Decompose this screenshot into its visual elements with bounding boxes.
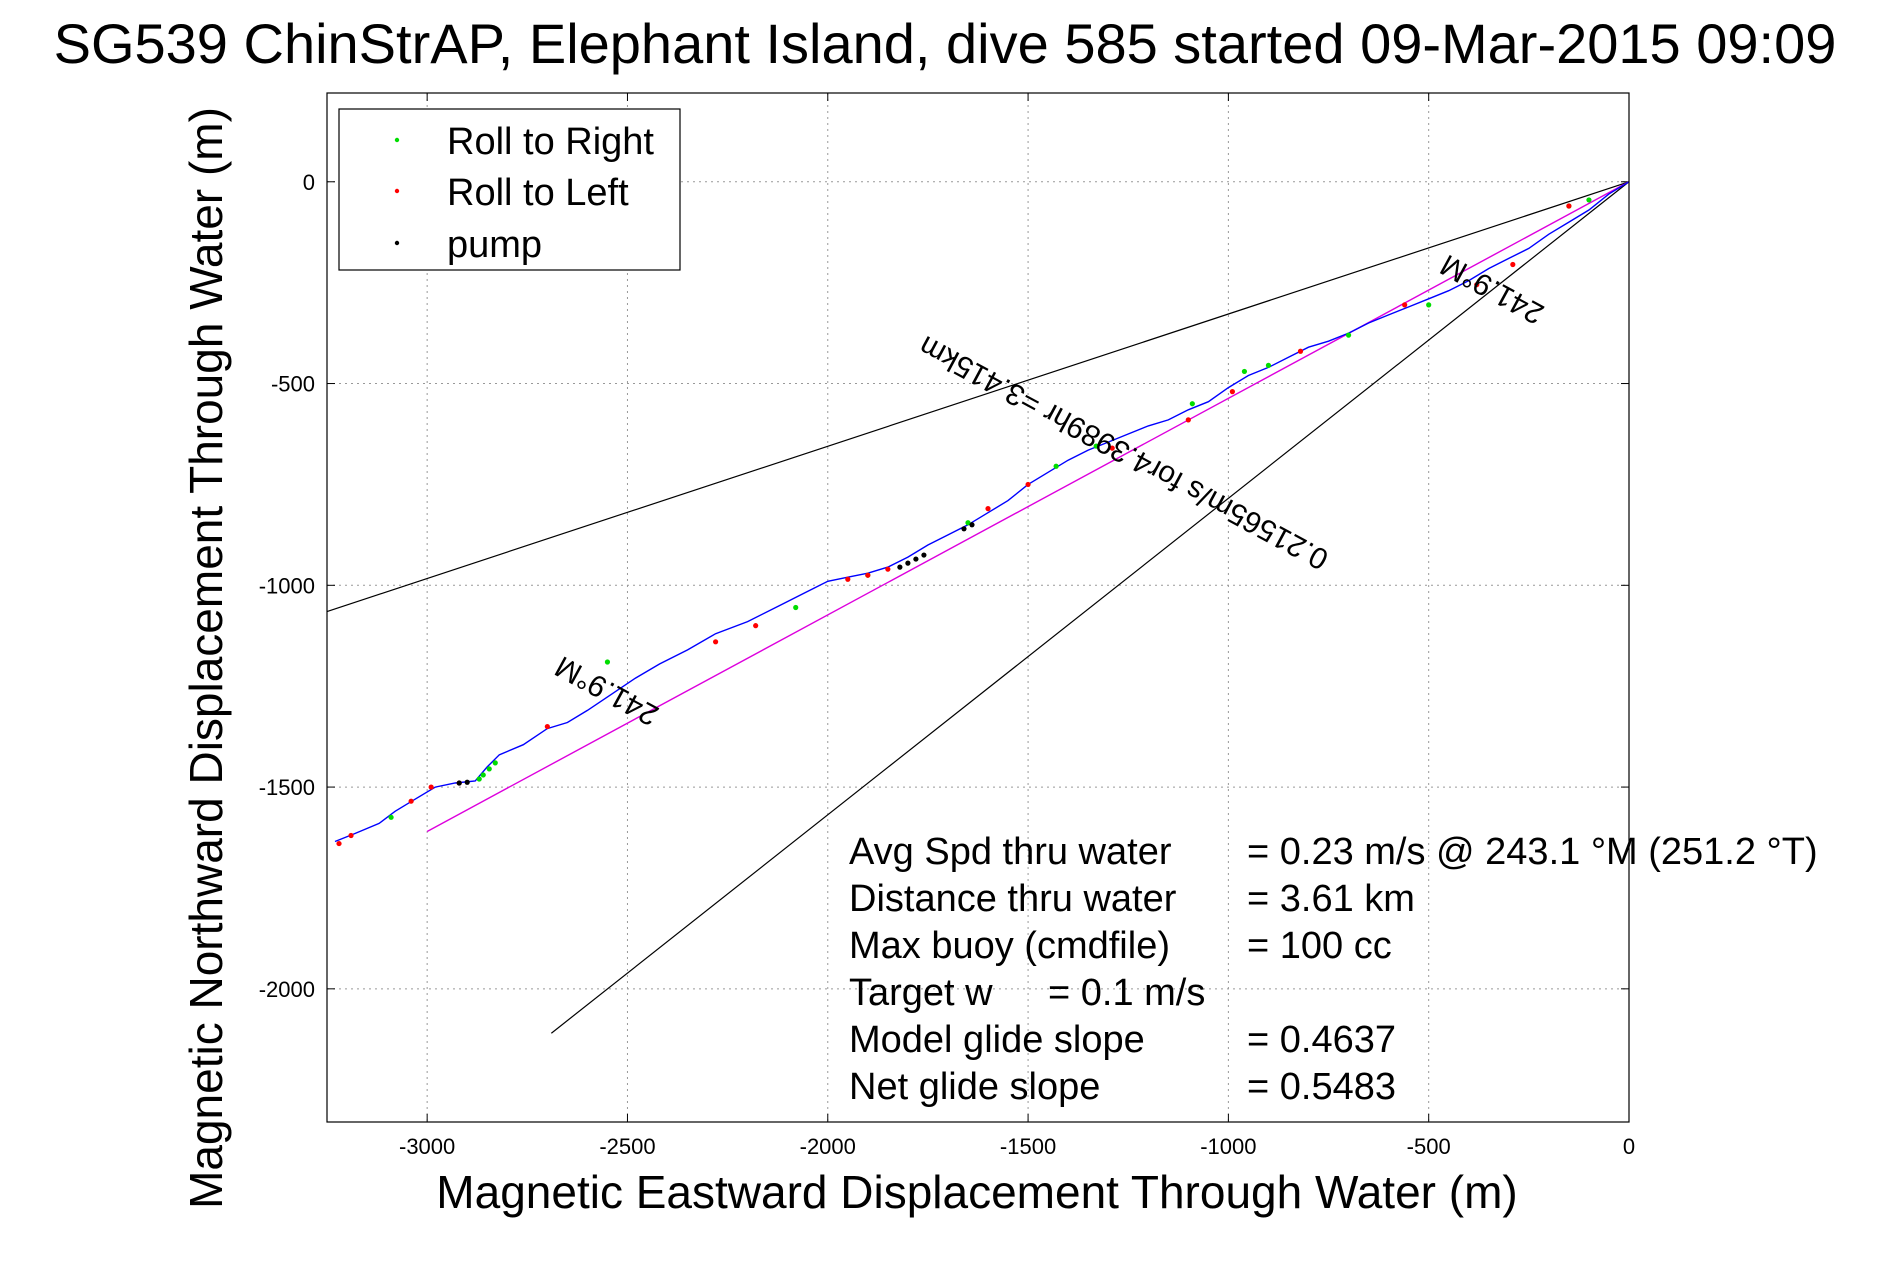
- roll-right-point: [1265, 362, 1272, 368]
- stat-value-distance: = 3.61 km: [1247, 878, 1415, 920]
- x-tick-label: -3000: [399, 1134, 455, 1159]
- roll-left-point: [1510, 261, 1516, 268]
- stat-value-max-buoy: = 100 cc: [1247, 925, 1392, 967]
- roll-right-point: [604, 659, 611, 665]
- stat-label-model-glide: Model glide slope: [849, 1019, 1145, 1061]
- pump-point: [969, 522, 975, 528]
- stat-label-avg-speed: Avg Spd thru water: [849, 831, 1172, 873]
- legend: Roll to Right Roll to Left pump: [338, 108, 681, 271]
- roll-left-point: [1566, 203, 1572, 209]
- x-axis-label: Magnetic Eastward Displacement Through W…: [436, 1166, 1517, 1218]
- stat-value-avg-speed: = 0.23 m/s @ 243.1 °M (251.2 °T): [1247, 831, 1818, 873]
- roll-right-point: [486, 766, 492, 772]
- pump-point: [456, 780, 462, 786]
- roll-left-point: [865, 572, 871, 578]
- stat-value-target-w: = 0.1 m/s: [1048, 972, 1205, 1014]
- pump-point: [464, 779, 470, 785]
- plot-frame: [326, 92, 1630, 1123]
- stat-label-max-buoy: Max buoy (cmdfile): [849, 925, 1170, 967]
- roll-left-point: [408, 798, 414, 804]
- legend-label-roll-left: Roll to Left: [447, 172, 629, 214]
- x-tick-label: -1000: [1200, 1134, 1256, 1159]
- legend-label-roll-right: Roll to Right: [447, 121, 654, 163]
- pump-point: [921, 552, 927, 558]
- x-tick-label: 0: [1623, 1134, 1635, 1159]
- x-tick-label: -500: [1407, 1134, 1451, 1159]
- pump-point: [905, 560, 911, 566]
- envelope-line-2: [550, 181, 1630, 1034]
- roll-left-point: [985, 506, 991, 512]
- roll-right-point: [476, 776, 482, 782]
- roll-right-point: [1189, 401, 1195, 407]
- pump-point: [961, 526, 967, 532]
- stat-label-net-glide: Net glide slope: [849, 1066, 1100, 1108]
- legend-marker-pump: [394, 240, 400, 246]
- series-layer: [326, 181, 1630, 1034]
- legend-marker-roll-right: [394, 137, 400, 143]
- roll-right-point: [793, 604, 799, 611]
- y-tick-label: -2000: [259, 977, 315, 1002]
- roll-left-point: [753, 623, 759, 629]
- legend-marker-roll-left: [394, 188, 400, 194]
- roll-right-point: [388, 814, 394, 820]
- stat-label-target-w: Target w: [849, 972, 993, 1014]
- stat-value-model-glide: = 0.4637: [1247, 1019, 1396, 1061]
- roll-left-point: [712, 639, 719, 645]
- chart-title: SG539 ChinStrAP, Elephant Island, dive 5…: [54, 12, 1837, 75]
- model-glide-line: [426, 181, 1630, 833]
- roll-left-point: [1297, 348, 1304, 354]
- x-tick-label: -1500: [1000, 1134, 1056, 1159]
- pump-point: [913, 556, 919, 562]
- roll-right-point: [480, 772, 486, 778]
- roll-left-point: [845, 576, 851, 582]
- roll-right-point: [1241, 368, 1248, 375]
- pump-point: [897, 564, 903, 570]
- y-tick-label: -1000: [259, 573, 315, 598]
- stats-block: Avg Spd thru water = 0.23 m/s @ 243.1 °M…: [849, 831, 1818, 1108]
- roll-left-point: [348, 832, 354, 839]
- roll-right-point: [1093, 443, 1099, 449]
- legend-label-pump: pump: [447, 224, 542, 266]
- roll-right-point: [1426, 302, 1432, 308]
- y-axis-label: Magnetic Northward Displacement Through …: [180, 107, 232, 1209]
- roll-left-point: [1185, 417, 1191, 423]
- stat-value-net-glide: = 0.5483: [1247, 1066, 1396, 1108]
- envelope-line-1: [326, 181, 1630, 613]
- roll-right-point: [1053, 463, 1059, 469]
- y-tick-label: -500: [271, 372, 315, 397]
- dive-track-line: [334, 181, 1630, 843]
- roll-right-point: [492, 760, 498, 766]
- roll-left-point: [1025, 481, 1031, 488]
- y-tick-label: 0: [303, 170, 315, 195]
- roll-left-point: [1229, 389, 1235, 395]
- x-tick-label: -2500: [599, 1134, 655, 1159]
- roll-left-point: [544, 723, 550, 730]
- stat-label-distance: Distance thru water: [849, 878, 1177, 920]
- roll-left-point: [428, 784, 434, 790]
- roll-left-point: [1402, 302, 1408, 308]
- y-tick-label: -1500: [259, 775, 315, 800]
- roll-left-point: [1474, 282, 1480, 288]
- roll-right-point: [1586, 197, 1592, 203]
- roll-left-point: [885, 566, 891, 572]
- roll-right-point: [1345, 332, 1352, 338]
- x-tick-label: -2000: [800, 1134, 856, 1159]
- y-axis-ticks: 0 -500 -1000 -1500 -2000: [259, 170, 1629, 1002]
- x-axis-ticks: -3000 -2500 -2000 -1500 -1000 -500 0: [399, 93, 1635, 1159]
- roll-left-point: [1109, 445, 1115, 451]
- roll-left-point: [336, 840, 342, 847]
- roll-right-point: [965, 520, 971, 526]
